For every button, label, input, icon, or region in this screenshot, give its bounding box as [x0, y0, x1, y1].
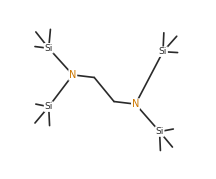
Text: N: N — [69, 70, 76, 80]
Text: Si: Si — [159, 47, 167, 56]
Text: Si: Si — [44, 44, 53, 53]
Text: N: N — [132, 99, 139, 109]
Text: Si: Si — [44, 102, 53, 111]
Text: Si: Si — [155, 127, 164, 136]
